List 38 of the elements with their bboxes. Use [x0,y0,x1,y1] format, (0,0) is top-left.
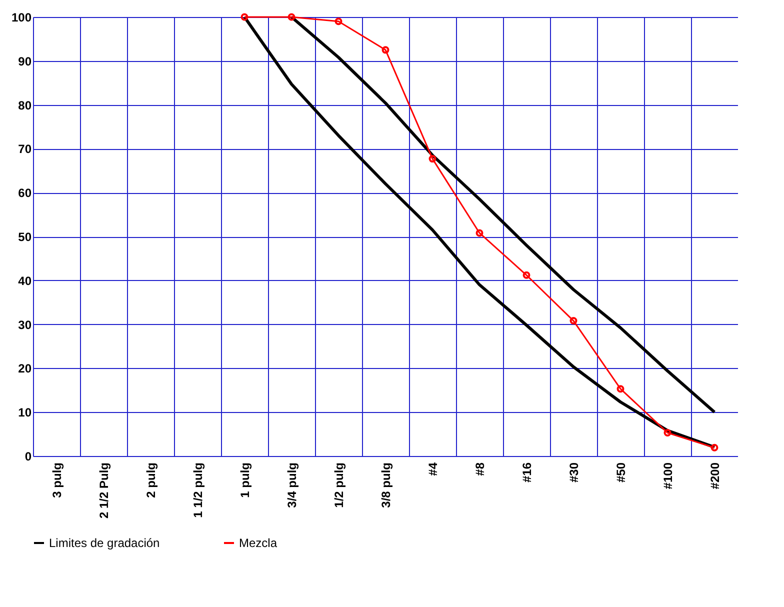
x-tick-label: #200 [708,462,722,490]
point [476,229,484,237]
y-tick-label: 70 [18,142,32,156]
y-tick-label: 90 [18,54,32,68]
line-series [290,16,716,414]
x-tick-label: #16 [520,462,534,483]
point [664,429,672,436]
x-tick-label: #4 [426,462,440,476]
point [522,271,530,279]
point [334,18,342,26]
y-tick-label: 30 [18,318,32,332]
x-tick-label: 2 1/2 Pulg [97,462,111,519]
point [428,155,436,163]
x-tick-label: 2 pulg [144,462,158,498]
y-tick-label: 100 [11,10,32,24]
y-tick-label: 0 [24,450,32,464]
legend-label: Mezcla [239,536,278,550]
y-tick-label: 80 [18,98,32,112]
y-tick-label: 20 [18,362,32,376]
y-tick-label: 60 [18,186,32,200]
x-tick-label: #30 [567,462,581,483]
x-tick-label: 3/8 pulg [379,462,393,508]
point [382,46,390,54]
x-tick-label: 3 pulg [50,462,64,498]
point [288,13,296,21]
x-tick-label: 1 1/2 pulg [191,462,205,518]
y-tick-label: 10 [18,406,32,420]
point [616,385,624,393]
y-tick-label: 40 [18,274,32,288]
y-tick-label: 50 [18,230,32,244]
legend-label: Limites de gradación [49,536,160,550]
x-tick-label: 1/2 pulg [332,462,346,508]
x-tick-label: #50 [614,462,628,483]
x-tick-label: 1 pulg [238,462,252,498]
point [570,317,578,325]
x-tick-label: #8 [473,462,487,476]
x-tick-label: 3/4 pulg [285,462,299,508]
x-tick-label: #100 [661,462,675,490]
